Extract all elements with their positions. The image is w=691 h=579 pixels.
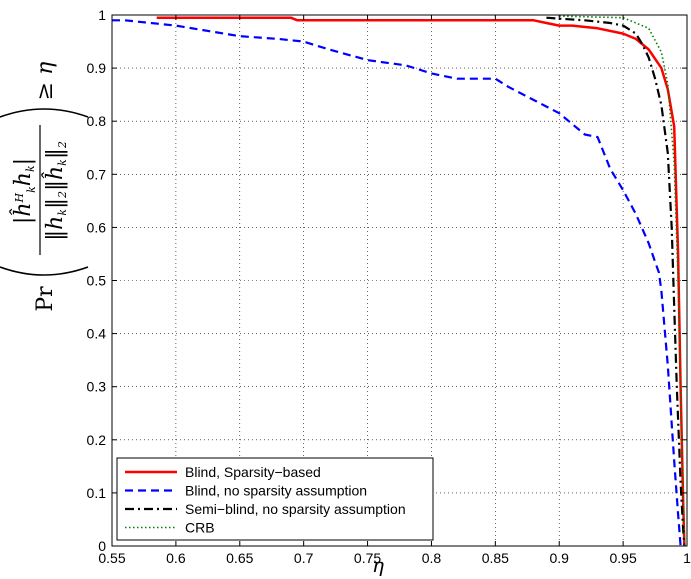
- x-tick-label: 0.7: [294, 550, 314, 566]
- series-line-2: [546, 16, 686, 547]
- x-tick-label: 1: [683, 550, 691, 566]
- svg-text:≥ η: ≥ η: [33, 62, 58, 101]
- svg-text:|ĥHkhk|: |ĥHkhk|: [9, 158, 38, 224]
- svg-text:‖hk‖2‖ĥk‖2: ‖hk‖2‖ĥk‖2: [41, 141, 69, 241]
- y-axis-label: Pr |ĥHkhk| ‖hk‖2‖ĥk‖2 ≥ η: [0, 62, 89, 312]
- x-tick-label: 0.65: [226, 550, 253, 566]
- y-tick-label: 0.2: [87, 432, 107, 448]
- legend-entry-2: Semi−blind, no sparsity assumption: [185, 501, 406, 517]
- y-tick-label: 0: [98, 538, 106, 554]
- x-tick-label: 0.95: [609, 550, 636, 566]
- series-line-3: [559, 15, 686, 547]
- y-tick-label: 0.9: [87, 60, 107, 76]
- x-tick-label: 0.85: [482, 550, 509, 566]
- legend-entry-0: Blind, Sparsity−based: [185, 464, 321, 480]
- legend-entry-1: Blind, no sparsity assumption: [185, 483, 367, 499]
- y-tick-label: 0.1: [87, 485, 107, 501]
- x-tick-label: 0.6: [166, 550, 186, 566]
- svg-text:Pr: Pr: [33, 286, 58, 312]
- y-tick-label: 0.8: [87, 113, 107, 129]
- y-tick-label: 0.5: [87, 273, 107, 289]
- legend-entry-3: CRB: [185, 520, 215, 536]
- x-tick-label: 0.9: [549, 550, 569, 566]
- y-tick-label: 0.7: [87, 166, 107, 182]
- series-line-1: [112, 19, 682, 547]
- y-tick-label: 1: [98, 7, 106, 23]
- axis-ticks: 0.55 0.6 0.65 0.7 0.75 0.8 0.85 0.9 0.95 1 0 0.1 0.2…: [87, 7, 691, 566]
- y-tick-label: 0.3: [87, 379, 107, 395]
- x-tick-label: 0.75: [354, 550, 381, 566]
- x-tick-label: 0.8: [422, 550, 442, 566]
- y-tick-label: 0.4: [87, 326, 107, 342]
- y-tick-label: 0.6: [87, 219, 107, 235]
- series-line-0: [156, 16, 686, 547]
- x-axis-label: η: [372, 553, 384, 577]
- x-tick-label: 0.55: [98, 550, 125, 566]
- legend: Blind, Sparsity−based Blind, no sparsity …: [116, 457, 434, 541]
- series-lines: [112, 15, 686, 547]
